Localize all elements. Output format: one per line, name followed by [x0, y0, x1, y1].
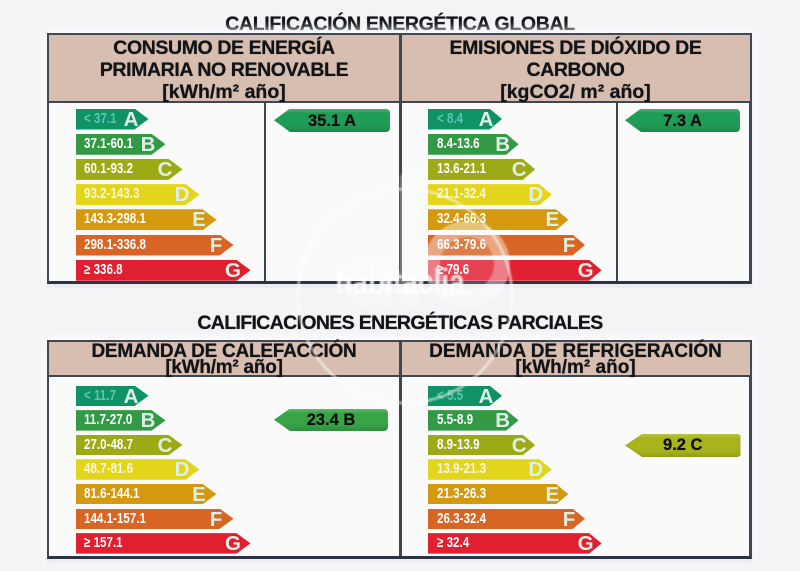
svg-text:habitaclia: habitaclia — [335, 262, 465, 302]
